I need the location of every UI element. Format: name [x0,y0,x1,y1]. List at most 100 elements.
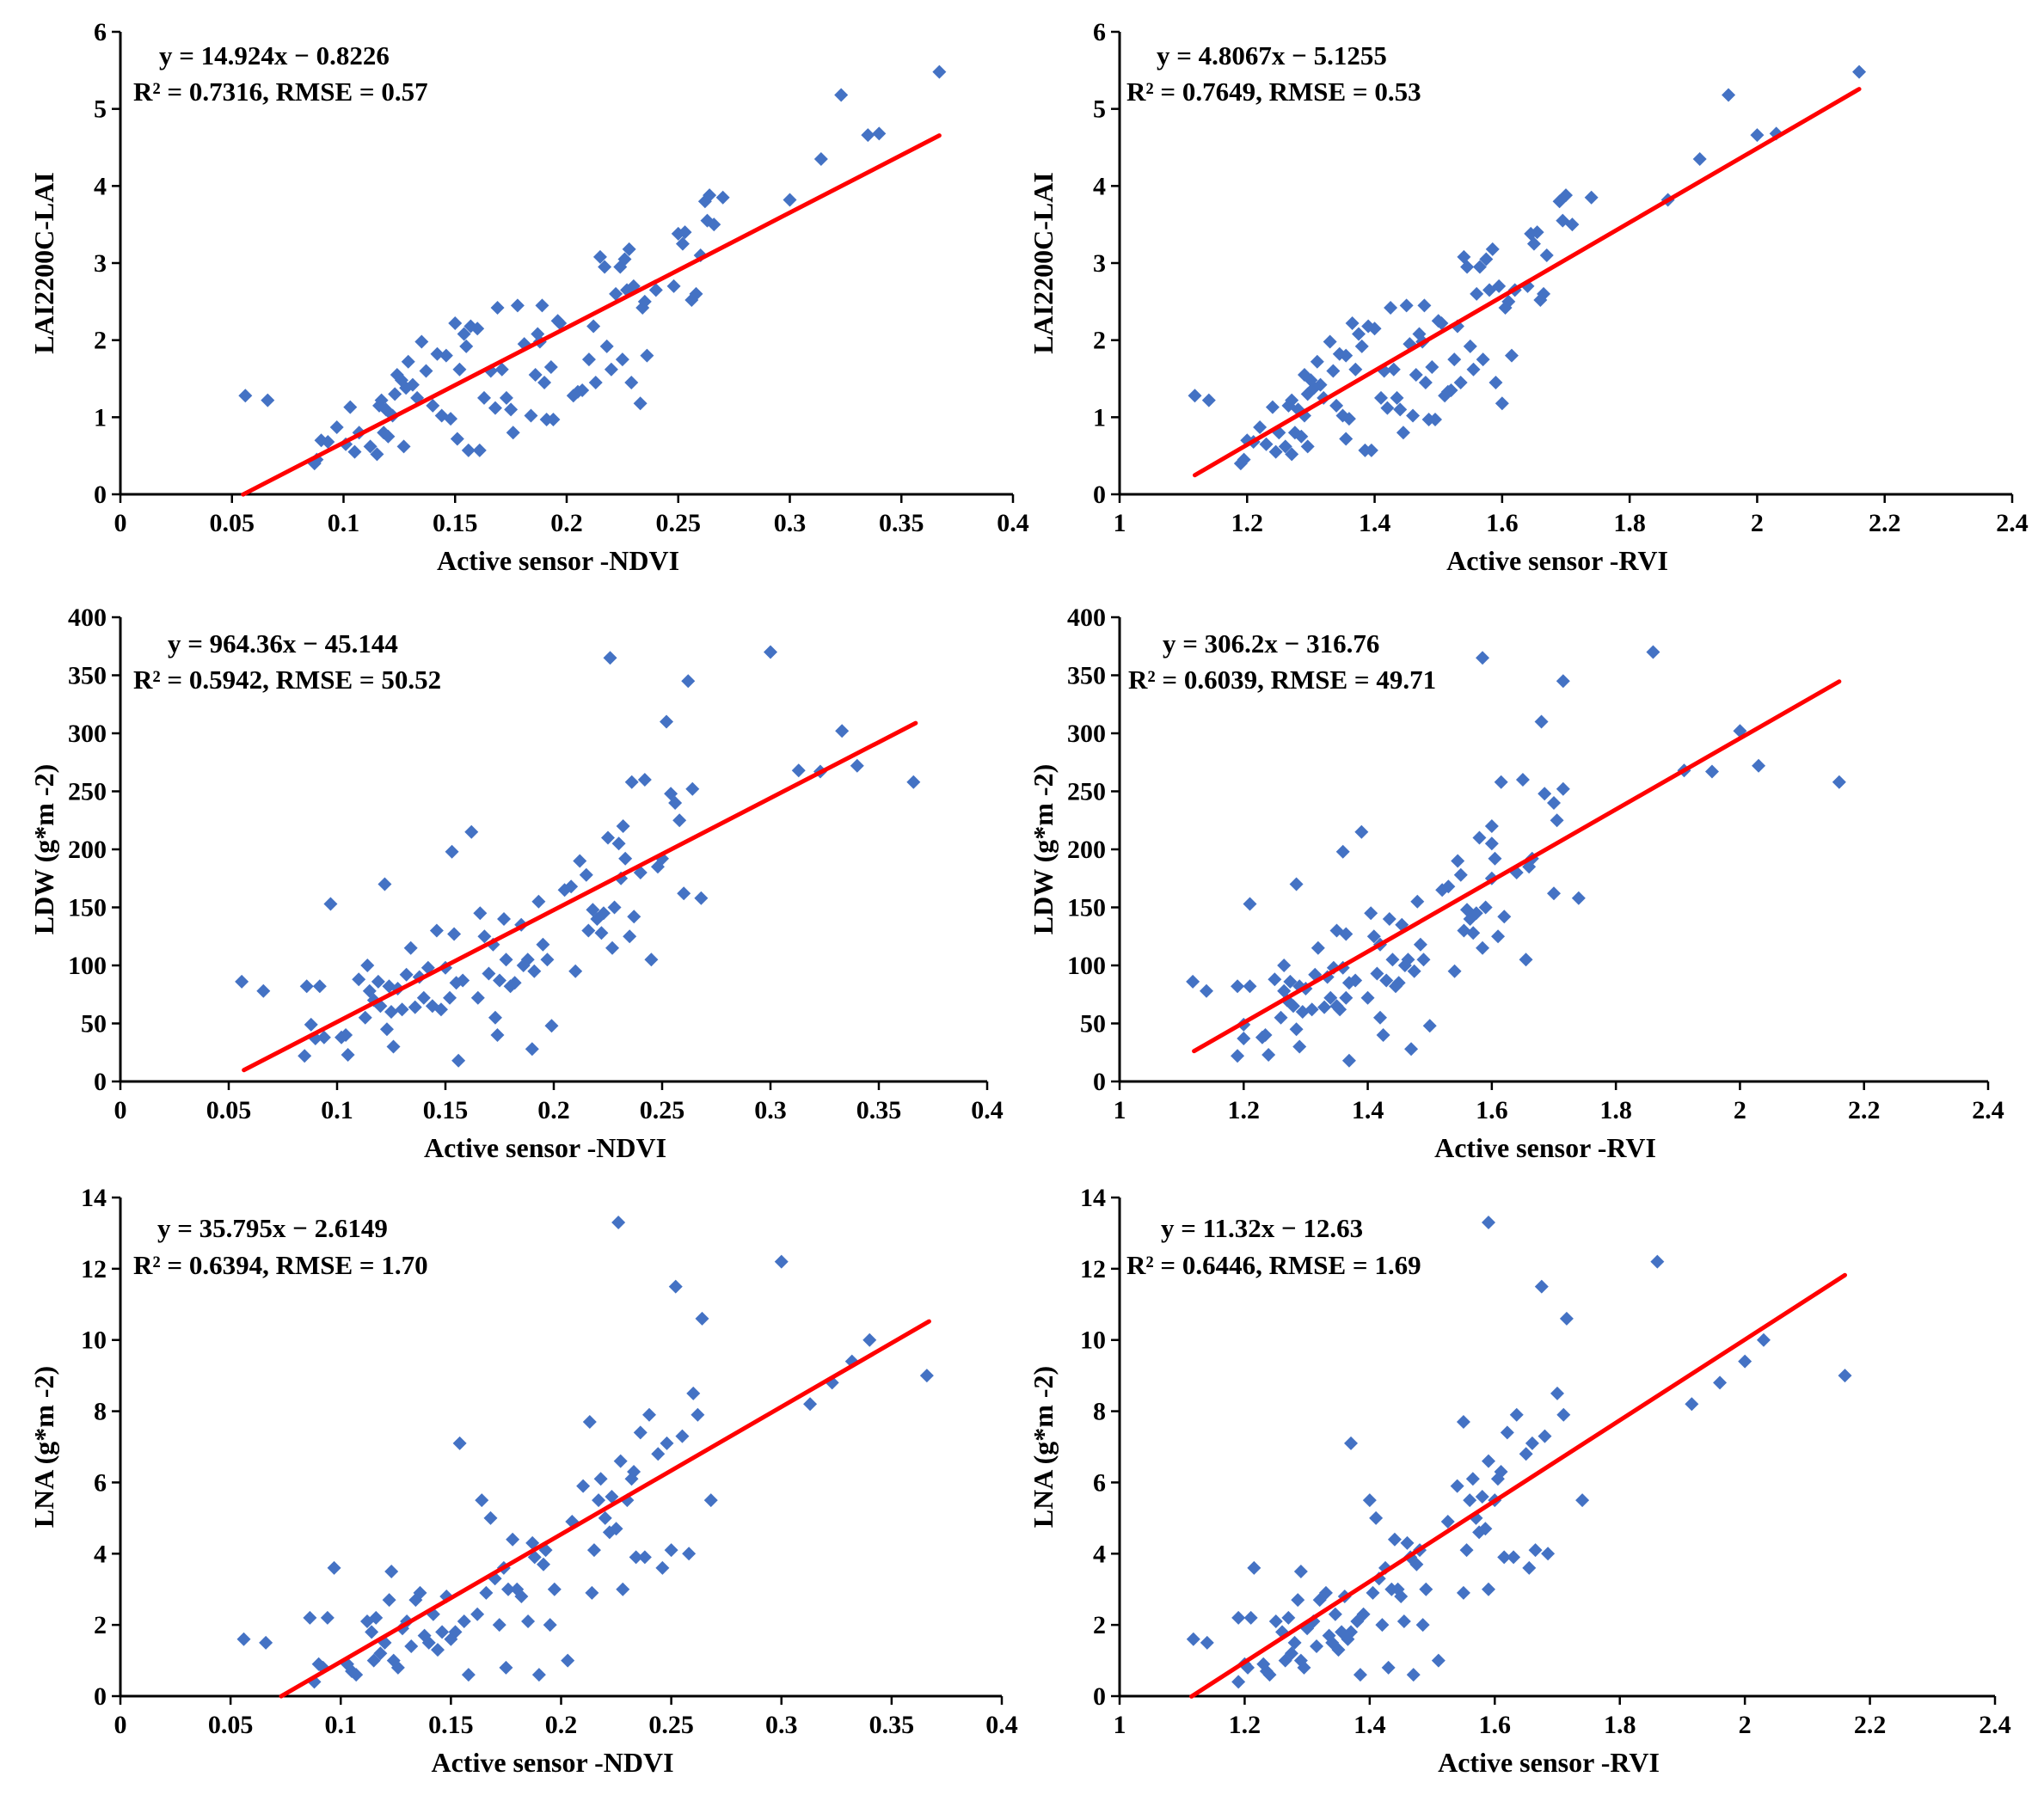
data-point [1339,990,1353,1005]
data-point [1283,974,1298,989]
data-point [862,1332,877,1347]
data-point [1370,966,1384,981]
data-point [531,894,546,909]
y-tick-label: 12 [81,1255,107,1283]
data-point [1650,1254,1665,1269]
data-point [1525,1436,1539,1450]
chart-panel: 0 0.05 0.1 0.15 0.2 0.25 0.3 0.35 0.4 0 2 4 6 8 10 12 14… [28,1184,1018,1778]
data-point [1394,1590,1409,1603]
data-point [312,979,327,994]
y-axis-title: LAI2200C-LAI [28,172,59,354]
data-point [861,128,875,143]
data-point [388,387,402,401]
data-point [1494,775,1508,789]
y-tick-label: 10 [1080,1326,1106,1355]
data-point [1478,1522,1493,1536]
data-point [524,408,538,423]
data-point [1476,651,1490,665]
data-point [633,1425,648,1440]
data-point [426,398,440,413]
data-point [528,368,543,383]
data-point [1515,773,1530,787]
data-point [506,426,520,440]
data-point [1565,217,1580,232]
data-point [1333,1002,1347,1017]
data-point [1380,401,1395,415]
data-point [1494,1465,1508,1479]
x-tick-label: 0.15 [433,509,478,537]
data-point [1186,974,1200,989]
data-point [1738,1354,1752,1369]
data-point [615,352,629,367]
data-point [390,1660,405,1675]
data-point [629,1550,643,1565]
data-point [605,940,620,955]
data-point [543,1618,557,1633]
data-point [506,1532,520,1547]
data-point [1484,836,1499,851]
x-tick-label: 1 [1114,1096,1126,1124]
data-point [1460,260,1475,274]
x-axis-title: Active sensor -RVI [1446,545,1668,576]
x-axis-title: Active sensor -NDVI [431,1747,673,1778]
data-point [1287,1635,1302,1650]
data-point [1497,1550,1512,1565]
x-tick-label: 0.3 [774,509,807,537]
data-point [582,1415,597,1429]
data-point [1401,953,1415,967]
x-tick-label: 0.35 [869,1711,915,1739]
data-point [1450,1479,1464,1493]
data-point [1488,375,1503,389]
x-tick-label: 0.25 [648,1711,694,1739]
data-point [1364,443,1378,457]
x-tick-label: 2.2 [1848,1096,1881,1124]
data-point [482,966,496,981]
data-point [1231,1675,1246,1689]
data-point [1310,1639,1324,1653]
data-point [1278,439,1292,454]
data-point [1237,1032,1251,1046]
data-point [1476,352,1490,367]
data-point [1323,334,1337,349]
x-tick-label: 1.8 [1613,509,1646,537]
y-tick-label: 2 [94,327,107,355]
y-axis-title: LNA (g*m -2) [1028,1366,1059,1528]
y-tick-label: 5 [94,95,107,124]
data-point [1258,1028,1273,1042]
data-point [616,1582,630,1596]
data-point [1409,368,1423,383]
x-tick-label: 1.2 [1229,1711,1261,1739]
regression-stats: R² = 0.6394, RMSE = 1.70 [133,1250,428,1280]
data-point [1352,327,1366,341]
data-point [452,362,467,377]
data-point [1268,972,1282,987]
data-point [1345,316,1360,330]
data-point [594,926,609,940]
data-point [299,979,314,994]
y-tick-label: 5 [1093,95,1106,124]
data-point [433,1002,448,1017]
data-point [1285,393,1299,407]
regression-stats: R² = 0.6039, RMSE = 49.71 [1128,665,1436,695]
data-point [470,990,485,1005]
data-point [1373,390,1388,405]
data-point [1422,1019,1437,1033]
x-tick-label: 1.6 [1486,509,1519,537]
data-point [1382,912,1396,926]
x-tick-label: 0.25 [656,509,702,537]
data-point [1188,389,1202,403]
data-point [373,1646,388,1661]
data-point [1456,1415,1470,1429]
y-axis-title: LAI2200C-LAI [1028,172,1059,354]
data-point [1415,1618,1430,1633]
data-point [1406,408,1421,423]
y-tick-label: 3 [94,249,107,278]
data-point [1339,432,1353,446]
x-tick-label: 1.8 [1599,1096,1632,1124]
data-point [457,327,471,341]
data-point [535,298,549,313]
data-point [1348,362,1363,377]
x-axis-title: Active sensor -NDVI [437,545,679,576]
data-point [1556,1407,1571,1422]
data-point [459,339,474,353]
